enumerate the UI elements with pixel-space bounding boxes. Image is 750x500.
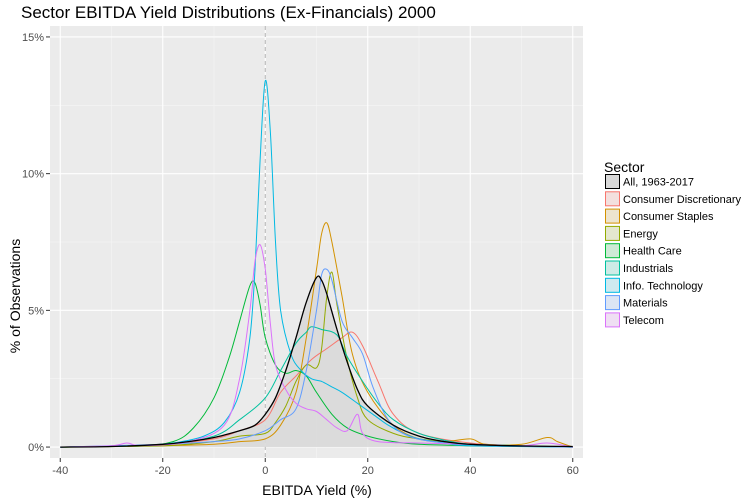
legend-label: Consumer Staples (623, 211, 714, 223)
legend-label: Info. Technology (623, 280, 703, 292)
legend-key (605, 260, 620, 276)
chart-title: Sector EBITDA Yield Distributions (Ex-Fi… (21, 3, 436, 22)
legend-key-background (605, 191, 620, 207)
legend: All, 1963-2017 Consumer Discretionary Cons… (605, 174, 741, 328)
x-tick-label: 0 (262, 465, 268, 477)
x-axis: -40 -20 0 20 40 60 (52, 458, 579, 477)
series-line-all (60, 275, 573, 448)
legend-label: Materials (623, 298, 668, 310)
legend-label: Health Care (623, 246, 682, 258)
legend-key (605, 208, 620, 224)
legend-key (605, 174, 620, 189)
legend-label: Telecom (623, 315, 664, 327)
x-tick-label: 60 (567, 465, 579, 477)
series-line-5 (60, 326, 573, 448)
legend-key-background (605, 243, 620, 259)
legend-label: All, 1963-2017 (623, 177, 694, 189)
y-tick-label: 5% (28, 305, 44, 317)
x-tick-label: -40 (52, 465, 68, 477)
y-axis-title: % of Observations (7, 239, 23, 353)
y-axis: 0% 5% 10% 15% (22, 32, 50, 454)
y-tick-label: 0% (28, 442, 44, 454)
legend-key (605, 225, 620, 241)
series-line-3 (60, 271, 573, 448)
legend-label: Energy (623, 228, 658, 240)
legend-key (605, 312, 620, 328)
series-layer (60, 80, 573, 448)
y-tick-label: 15% (22, 32, 44, 44)
x-tick-label: -20 (155, 465, 171, 477)
series-line-8 (60, 244, 573, 448)
legend-key-background (605, 208, 620, 224)
legend-key-background (605, 295, 620, 311)
legend-key-background (605, 260, 620, 276)
legend-label: Industrials (623, 263, 674, 275)
x-tick-label: 40 (464, 465, 476, 477)
series-line-7 (60, 268, 573, 448)
legend-key (605, 243, 620, 259)
legend-label: Consumer Discretionary (623, 194, 741, 206)
x-tick-label: 20 (362, 465, 374, 477)
x-axis-title: EBITDA Yield (%) (262, 482, 372, 498)
series-area-all (60, 275, 573, 448)
y-tick-label: 10% (22, 169, 44, 181)
legend-key-background (605, 312, 620, 328)
series-line-2 (60, 222, 573, 448)
legend-key-background (605, 277, 620, 293)
legend-key (605, 295, 620, 311)
legend-key-background (605, 225, 620, 241)
legend-key (605, 277, 620, 293)
legend-title: Sector (604, 159, 645, 175)
legend-key (605, 191, 620, 207)
